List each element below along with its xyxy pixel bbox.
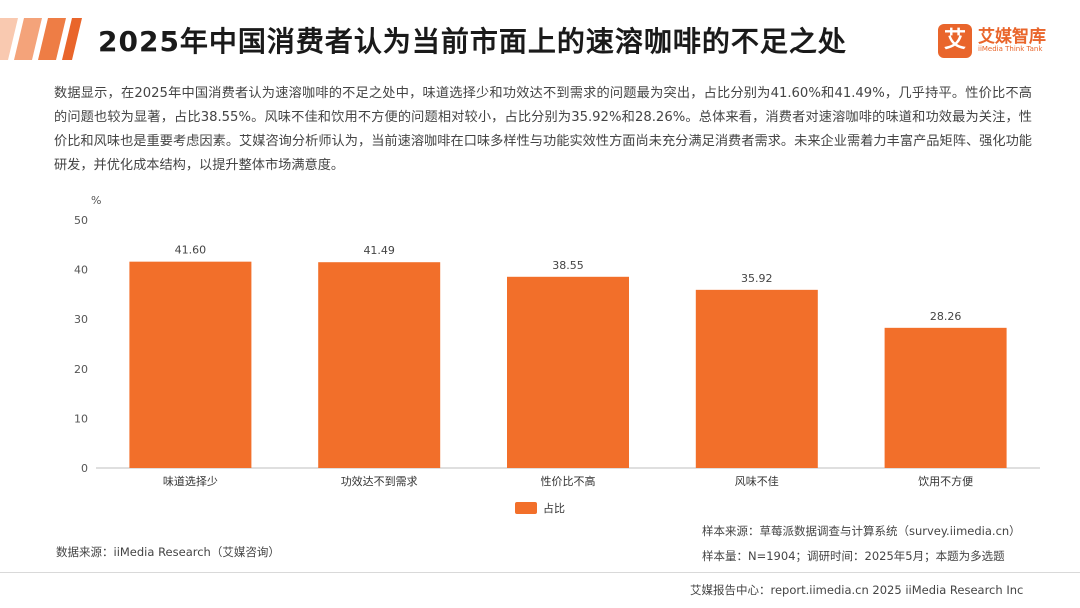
- bar: [129, 261, 252, 468]
- y-axis-unit-label: %: [91, 194, 101, 207]
- data-label: 28.26: [930, 310, 962, 323]
- data-label: 38.55: [552, 259, 584, 272]
- y-tick-label: 50: [74, 214, 88, 227]
- bar-chart: % 0 10 20 30 40 50 41.60 味道选择少 41.49 功效达不到需求 38.55 性…: [74, 194, 1040, 515]
- data-source: 数据来源：iiMedia Research（艾媒咨询）: [56, 545, 280, 559]
- y-tick-label: 0: [81, 462, 88, 475]
- x-tick-label: 性价比不高: [541, 474, 596, 488]
- y-tick-label: 10: [74, 412, 88, 425]
- decorative-stripes-icon: [0, 18, 82, 60]
- sample-source: 样本来源：草莓派数据调查与计算系统（survey.iimedia.cn）: [702, 524, 1021, 538]
- report-center: 艾媒报告中心：report.iimedia.cn 2025 iiMedia Re…: [690, 583, 1024, 597]
- title-bar: 2025年中国消费者认为当前市面上的速溶咖啡的不足之处 艾 艾媒智库 iiMed…: [0, 0, 1080, 80]
- bar: [695, 289, 818, 468]
- logo-mark-icon: 艾: [938, 24, 972, 58]
- y-tick-label: 20: [74, 363, 88, 376]
- data-label: 35.92: [741, 272, 773, 285]
- data-label: 41.60: [175, 244, 207, 257]
- data-label: 41.49: [363, 244, 395, 257]
- page-title: 2025年中国消费者认为当前市面上的速溶咖啡的不足之处: [98, 25, 847, 58]
- x-tick-label: 饮用不方便: [918, 474, 973, 488]
- logo-subtitle: iiMedia Think Tank: [978, 45, 1043, 53]
- summary-paragraph: 数据显示，在2025年中国消费者认为速溶咖啡的不足之处中，味道选择少和功效达不到…: [54, 86, 1032, 173]
- logo-name: 艾媒智库: [978, 27, 1046, 47]
- x-tick-label: 味道选择少: [163, 474, 218, 488]
- legend-swatch: [515, 502, 537, 514]
- sample-size: 样本量：N=1904；调研时间：2025年5月；本题为多选题: [702, 549, 1005, 563]
- bar: [884, 327, 1007, 468]
- x-tick-label: 风味不佳: [735, 474, 779, 488]
- y-tick-label: 40: [74, 264, 88, 277]
- y-tick-label: 30: [74, 313, 88, 326]
- x-tick-label: 功效达不到需求: [341, 474, 418, 488]
- legend-label: 占比: [543, 501, 565, 515]
- bar: [507, 276, 629, 468]
- footer-divider: [0, 572, 1080, 573]
- bar: [318, 262, 441, 468]
- brand-logo: 艾 艾媒智库 iiMedia Think Tank: [938, 22, 1070, 62]
